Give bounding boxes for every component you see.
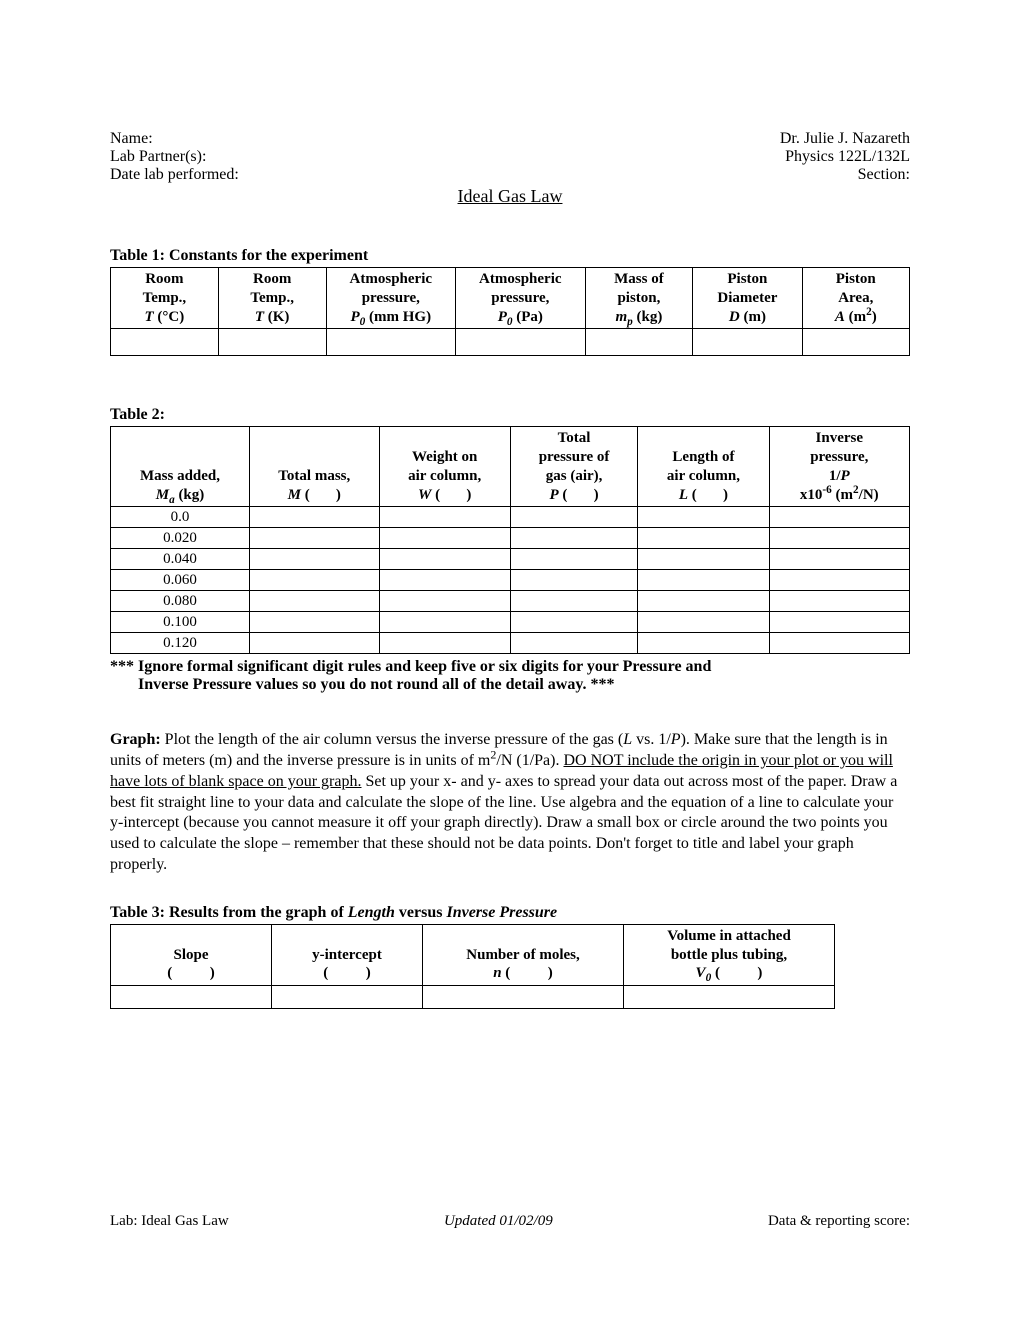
table2-header-row: Mass added,Ma (kg) Total mass,M ( ) Weig…	[111, 427, 910, 507]
t2-col6: Inversepressure,1/Px10-6 (m2/N)	[769, 427, 909, 507]
t2-mass: 0.060	[111, 570, 250, 591]
t2-col5: Length ofair column,L ( )	[638, 427, 769, 507]
table1-data-row	[111, 329, 910, 356]
table-row: 0.0	[111, 507, 910, 528]
note-line2: Inverse Pressure values so you do not ro…	[110, 676, 910, 694]
header-row-2: Lab Partner(s): Physics 122L/132L	[110, 148, 910, 166]
partner-label: Lab Partner(s):	[110, 148, 206, 166]
table2-caption: Table 2:	[110, 406, 910, 424]
t1-col7: PistonArea,A (m2)	[802, 268, 909, 329]
note-line1: *** Ignore formal significant digit rule…	[110, 658, 910, 676]
t1-col3: Atmosphericpressure,P0 (mm HG)	[326, 268, 456, 329]
table-row: 0.060	[111, 570, 910, 591]
table-row: 0.120	[111, 633, 910, 654]
header-row-1: Name: Dr. Julie J. Nazareth	[110, 130, 910, 148]
t3-col4: Volume in attachedbottle plus tubing,V0 …	[624, 924, 835, 985]
instructor-name: Dr. Julie J. Nazareth	[780, 130, 910, 148]
t1-col2: RoomTemp.,T (K)	[218, 268, 326, 329]
t1-col4: Atmosphericpressure,P0 (Pa)	[456, 268, 586, 329]
t1-col5: Mass ofpiston,mp (kg)	[585, 268, 693, 329]
table-row: 0.020	[111, 528, 910, 549]
table1: RoomTemp.,T (°C) RoomTemp.,T (K) Atmosph…	[110, 267, 910, 356]
t2-mass: 0.100	[111, 612, 250, 633]
name-label: Name:	[110, 130, 153, 148]
t2-col3: Weight onair column,W ( )	[379, 427, 510, 507]
footer-right: Data & reporting score:	[768, 1213, 910, 1230]
t2-col1: Mass added,Ma (kg)	[111, 427, 250, 507]
t1-col1: RoomTemp.,T (°C)	[111, 268, 219, 329]
table-row: 0.040	[111, 549, 910, 570]
t2-col4: Totalpressure ofgas (air),P ( )	[510, 427, 638, 507]
graph-lead: Graph:	[110, 731, 161, 748]
t2-mass: 0.020	[111, 528, 250, 549]
t2-mass: 0.120	[111, 633, 250, 654]
footer: Lab: Ideal Gas Law Updated 01/02/09 Data…	[110, 1213, 910, 1230]
footer-left: Lab: Ideal Gas Law	[110, 1213, 229, 1230]
t2-mass: 0.080	[111, 591, 250, 612]
t1-col6: PistonDiameterD (m)	[693, 268, 802, 329]
table3-header-row: Slope( ) y-intercept( ) Number of moles,…	[111, 924, 835, 985]
t2-col2: Total mass,M ( )	[250, 427, 380, 507]
header-row-3: Date lab performed: Section:	[110, 166, 910, 184]
footer-mid: Updated 01/02/09	[444, 1213, 553, 1230]
section-label: Section:	[858, 166, 910, 184]
date-label: Date lab performed:	[110, 166, 239, 184]
table1-caption: Table 1: Constants for the experiment	[110, 247, 910, 265]
graph-paragraph: Graph: Plot the length of the air column…	[110, 730, 910, 876]
table-row: 0.080	[111, 591, 910, 612]
t3-col3: Number of moles,n ( )	[423, 924, 624, 985]
table3-data-row	[111, 986, 835, 1009]
table3: Slope( ) y-intercept( ) Number of moles,…	[110, 924, 835, 1009]
table-row: 0.100	[111, 612, 910, 633]
page: Name: Dr. Julie J. Nazareth Lab Partner(…	[0, 0, 1020, 1320]
table3-caption: Table 3: Results from the graph of Lengt…	[110, 904, 910, 922]
t2-mass: 0.0	[111, 507, 250, 528]
t2-mass: 0.040	[111, 549, 250, 570]
table2: Mass added,Ma (kg) Total mass,M ( ) Weig…	[110, 426, 910, 654]
course-name: Physics 122L/132L	[785, 148, 910, 166]
table1-header-row: RoomTemp.,T (°C) RoomTemp.,T (K) Atmosph…	[111, 268, 910, 329]
t3-col1: Slope( )	[111, 924, 272, 985]
t3-col2: y-intercept( )	[272, 924, 423, 985]
page-title: Ideal Gas Law	[110, 186, 910, 207]
